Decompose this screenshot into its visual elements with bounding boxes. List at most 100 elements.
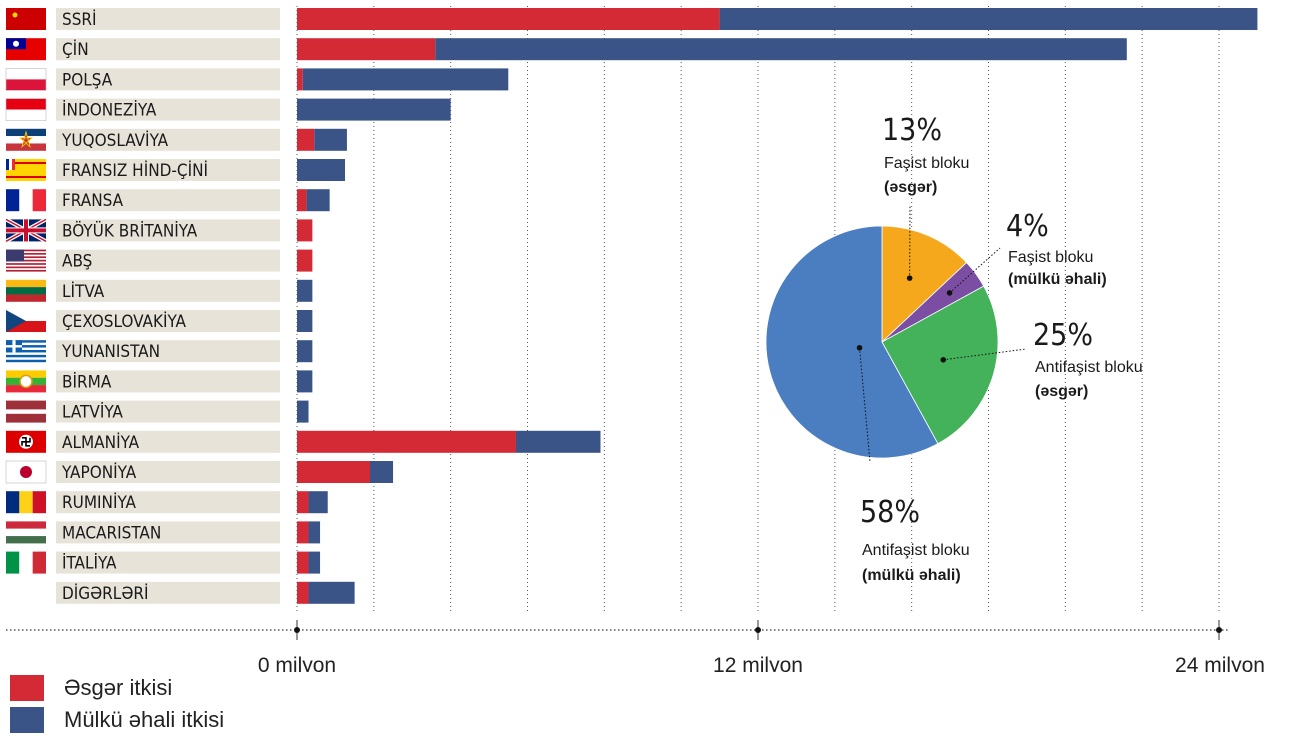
military-bar bbox=[297, 551, 309, 574]
country-label: YUQOSLAVİYA bbox=[61, 130, 169, 151]
label-bg bbox=[56, 68, 280, 91]
pie-percent-label: 58% bbox=[860, 495, 920, 530]
country-label: YAPONİYA bbox=[61, 462, 137, 483]
country-label: BİRMA bbox=[62, 371, 112, 392]
flag-icon-uk bbox=[5, 217, 47, 244]
pie-slice-name: Antifaşist bloku bbox=[862, 542, 970, 559]
military-bar bbox=[297, 461, 370, 483]
pie-slice-name: Antifaşist bloku bbox=[1035, 359, 1143, 376]
pie-chart: 13% Faşist bloku (əsgər) 4% Faşist bloku (mül… bbox=[765, 113, 1143, 584]
country-label: FRANSIZ HİND-ÇİNİ bbox=[62, 160, 208, 181]
x-tick-label: 24 milyon bbox=[1175, 654, 1265, 672]
country-label: MACARISTAN bbox=[62, 523, 161, 543]
flag-icon-yugoslavia bbox=[6, 128, 46, 151]
label-bg bbox=[56, 279, 280, 302]
legend-military-label: Əsgər itkisi bbox=[64, 675, 173, 700]
pie-percent-label: 13% bbox=[882, 113, 942, 148]
military-bar bbox=[297, 249, 313, 272]
military-swatch bbox=[10, 675, 44, 701]
flag-icon-romania bbox=[6, 491, 46, 514]
label-bg bbox=[56, 38, 280, 61]
flag-icon-burma bbox=[6, 370, 46, 393]
civilian-bar bbox=[306, 189, 330, 212]
pie-slice bbox=[881, 285, 999, 445]
axis-tick-dot bbox=[1216, 627, 1222, 633]
civilian-bar bbox=[308, 491, 328, 514]
flag-icon-france bbox=[6, 189, 46, 212]
pie-slice bbox=[881, 225, 968, 343]
country-label: LATVİYA bbox=[62, 402, 123, 423]
pie-slice-subname: (əsgər) bbox=[1035, 383, 1088, 400]
pie-slice-subname: (mülkü əhali) bbox=[1008, 271, 1107, 288]
flag-icon-roc bbox=[6, 38, 46, 61]
military-bar bbox=[297, 491, 309, 514]
civilian-bar bbox=[369, 461, 394, 483]
flag-icon-usa bbox=[6, 249, 46, 272]
label-bg bbox=[56, 551, 280, 574]
country-label: ABŞ bbox=[62, 252, 92, 272]
civilian-bar bbox=[297, 310, 313, 332]
axis-tick-dot bbox=[755, 627, 761, 633]
civilian-bar bbox=[302, 68, 509, 91]
flag-icon-nazi-germany bbox=[6, 430, 46, 453]
legend-civilian-label: Mülkü əhali itkisi bbox=[64, 707, 225, 732]
military-bar bbox=[297, 189, 307, 212]
country-label: YUNANISTAN bbox=[61, 342, 160, 362]
flag-icon-latvia bbox=[6, 400, 46, 423]
country-label: RUMINİYA bbox=[62, 492, 136, 513]
flag-icon-lithuania bbox=[6, 279, 46, 302]
civilian-swatch bbox=[10, 707, 44, 733]
flag-icon-ussr bbox=[6, 8, 46, 30]
x-tick-label: 0 milyon bbox=[258, 654, 336, 672]
military-bar bbox=[297, 521, 309, 544]
axis-tick-dot bbox=[294, 627, 300, 633]
flag-icon-indonesia bbox=[5, 98, 47, 121]
stacked-bars bbox=[297, 8, 1258, 604]
civilian-bar bbox=[719, 8, 1258, 30]
country-label: İTALİYA bbox=[62, 553, 117, 574]
label-bg bbox=[56, 521, 280, 544]
label-bg bbox=[56, 461, 280, 483]
label-bg bbox=[56, 98, 280, 121]
label-bg bbox=[56, 219, 280, 242]
label-bg bbox=[56, 249, 280, 272]
pie-percent-label: 4% bbox=[1006, 209, 1049, 244]
x-axis: 0 milyon 12 milyon 24 milyon bbox=[6, 620, 1265, 672]
flag-icon-hungary bbox=[6, 521, 46, 544]
callout-leader bbox=[949, 247, 1001, 294]
grid-lines bbox=[296, 6, 1220, 612]
country-label: ÇEXOSLOVAKİYA bbox=[62, 311, 187, 332]
flag-icon-czechoslovakia bbox=[6, 310, 46, 332]
callout-leader bbox=[859, 347, 871, 463]
country-label: FRANSA bbox=[62, 191, 124, 211]
military-bar bbox=[297, 8, 720, 30]
pie-slice-subname: (mülkü əhali) bbox=[862, 567, 961, 584]
civilian-bar bbox=[297, 370, 313, 393]
civilian-bar bbox=[308, 551, 321, 574]
label-bg bbox=[56, 430, 280, 453]
pie-slice-subname: (əsgər) bbox=[884, 179, 937, 196]
civilian-bar bbox=[297, 279, 313, 302]
label-bg bbox=[56, 8, 280, 30]
civilian-bar bbox=[435, 38, 1127, 61]
civilian-bar bbox=[297, 400, 309, 423]
war-losses-chart: SSRİ ÇİN POLŞA İNDONEZİYA YUQOSLAVİYA FRANSIZ… bbox=[5, 6, 1265, 672]
label-bg bbox=[56, 310, 280, 332]
label-bg bbox=[56, 400, 280, 423]
country-label: POLŞA bbox=[62, 70, 113, 90]
x-tick-label: 12 milyon bbox=[713, 654, 803, 672]
label-bg bbox=[56, 128, 280, 151]
country-label: ÇİN bbox=[62, 39, 89, 60]
pie-slice-name: Faşist bloku bbox=[1008, 249, 1093, 266]
label-bg bbox=[56, 581, 280, 604]
civilian-bar bbox=[297, 340, 313, 363]
flag-icon-poland bbox=[5, 68, 47, 91]
country-label: BÖYÜK BRİTANİYA bbox=[62, 219, 198, 241]
pie-percent-label: 25% bbox=[1033, 318, 1093, 353]
military-bar bbox=[297, 128, 315, 151]
label-bg bbox=[56, 370, 280, 393]
civilian-bar bbox=[297, 159, 346, 181]
country-label: LİTVA bbox=[62, 281, 105, 302]
flag-icon-japan bbox=[5, 460, 47, 484]
civilian-bar bbox=[314, 128, 347, 151]
